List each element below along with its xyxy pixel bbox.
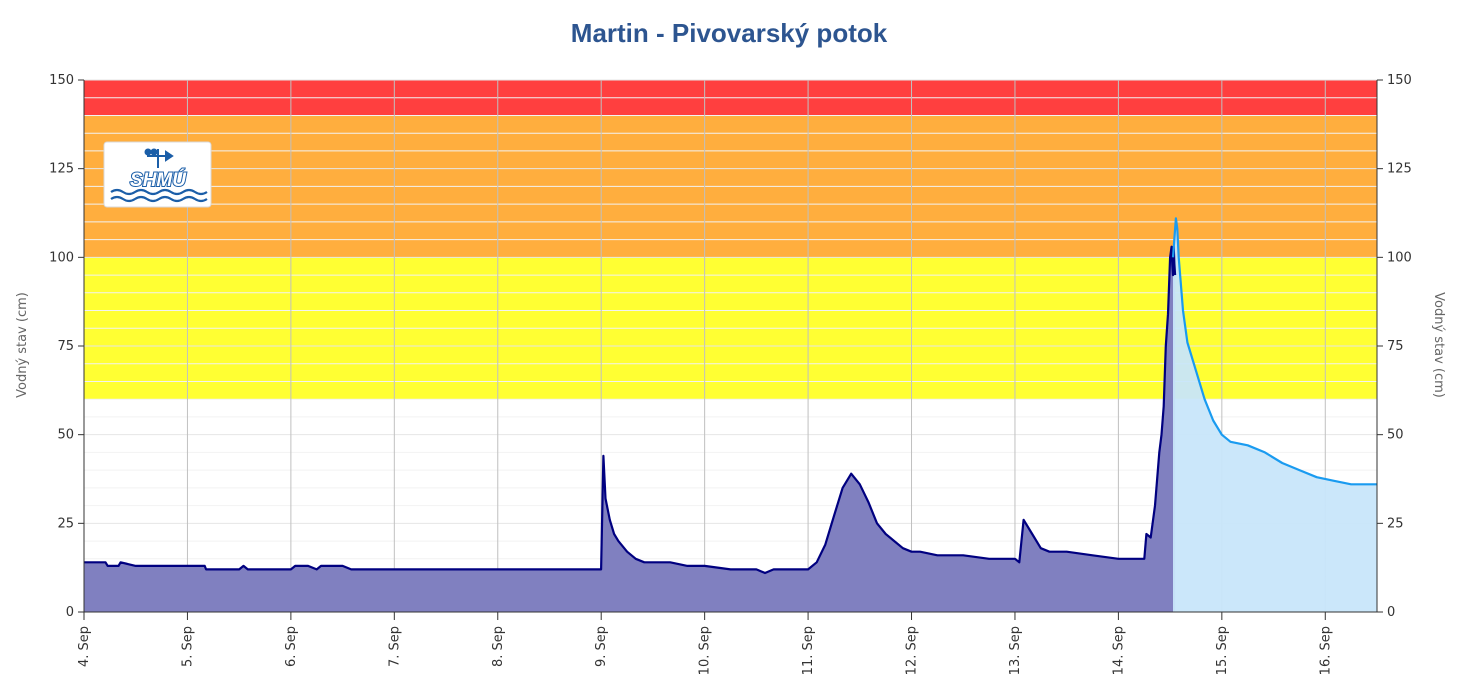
y-tick-label-left: 0 bbox=[66, 605, 74, 620]
x-tick-label: 14. Sep bbox=[1111, 626, 1126, 675]
series-layer bbox=[84, 217, 1377, 613]
forecast-line bbox=[1171, 217, 1377, 486]
x-tick-label: 6. Sep bbox=[284, 626, 299, 667]
y-tick-label-right: 75 bbox=[1387, 339, 1404, 354]
x-tick-label: 9. Sep bbox=[594, 626, 609, 667]
x-tick-label: 16. Sep bbox=[1318, 626, 1333, 675]
x-tick-label: 13. Sep bbox=[1008, 626, 1023, 675]
y-axis-title-left: Vodný stav (cm) bbox=[15, 292, 30, 398]
y-tick-label-right: 150 bbox=[1387, 73, 1412, 88]
y-tick-label-left: 125 bbox=[49, 162, 74, 177]
y-tick-label-right: 100 bbox=[1387, 250, 1412, 265]
logo-text: SHMÚ bbox=[130, 169, 187, 191]
waves-icon bbox=[110, 188, 208, 203]
x-tick-label: 10. Sep bbox=[698, 626, 713, 675]
x-tick-label: 11. Sep bbox=[801, 626, 816, 675]
y-tick-label-left: 150 bbox=[49, 73, 74, 88]
y-tick-label-left: 100 bbox=[49, 250, 74, 265]
forecast-area bbox=[1173, 218, 1377, 613]
axes: 0 0 25 25 50 50 75 75 100 100 125 125 150 150 4. Sep 5.… bbox=[49, 73, 1412, 675]
x-tick-label: 8. Sep bbox=[491, 626, 506, 667]
chart-title: Martin - Pivovarský potok bbox=[571, 18, 888, 48]
x-tick-label: 12. Sep bbox=[905, 626, 920, 675]
x-tick-label: 4. Sep bbox=[77, 626, 92, 667]
weather-vane-icon bbox=[144, 148, 174, 168]
x-tick-label: 15. Sep bbox=[1215, 626, 1230, 675]
measured-line bbox=[84, 245, 1177, 575]
y-tick-label-left: 25 bbox=[57, 516, 74, 531]
measured-area bbox=[84, 246, 1176, 612]
shmu-logo: SHMÚ bbox=[103, 141, 212, 208]
y-tick-label-right: 125 bbox=[1387, 162, 1412, 177]
y-tick-label-right: 50 bbox=[1387, 428, 1404, 443]
x-tick-label: 7. Sep bbox=[387, 626, 402, 667]
y-axis-title-right: Vodný stav (cm) bbox=[1431, 292, 1446, 398]
y-tick-label-right: 25 bbox=[1387, 516, 1404, 531]
y-tick-label-left: 75 bbox=[57, 339, 74, 354]
y-tick-label-right: 0 bbox=[1387, 605, 1395, 620]
x-tick-label: 5. Sep bbox=[180, 626, 195, 667]
y-tick-label-left: 50 bbox=[57, 428, 74, 443]
